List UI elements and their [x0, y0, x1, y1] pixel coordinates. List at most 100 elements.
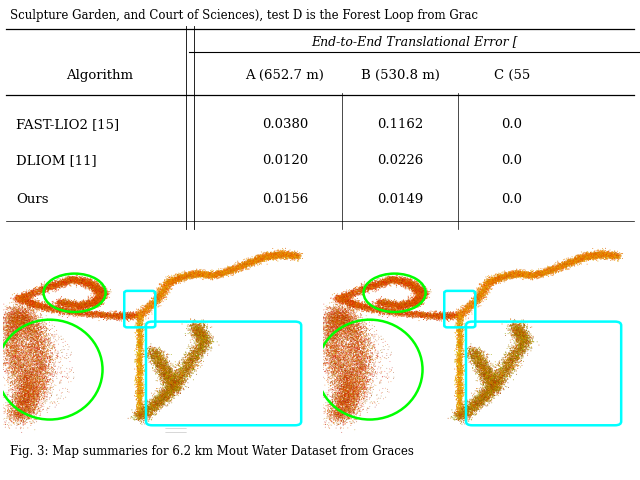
Point	[500, 276, 510, 284]
Point	[352, 301, 362, 309]
Point	[452, 408, 462, 415]
Point	[87, 300, 97, 308]
Point	[478, 288, 488, 295]
Point	[90, 278, 100, 286]
Point	[323, 340, 333, 348]
Point	[343, 391, 353, 398]
Point	[378, 300, 388, 307]
Point	[148, 300, 158, 307]
Point	[190, 271, 200, 278]
Point	[479, 396, 489, 403]
Point	[399, 310, 409, 318]
Point	[202, 339, 212, 347]
Point	[454, 312, 464, 319]
Point	[109, 310, 120, 318]
Point	[60, 302, 70, 310]
Point	[99, 293, 109, 301]
Point	[507, 273, 517, 281]
Point	[344, 380, 355, 388]
Point	[0, 336, 8, 344]
Point	[351, 384, 361, 391]
Point	[29, 300, 39, 308]
Point	[524, 339, 534, 347]
Point	[95, 288, 106, 295]
Point	[397, 300, 408, 308]
Point	[344, 398, 354, 406]
Point	[469, 358, 479, 365]
Point	[477, 369, 488, 377]
Point	[488, 376, 499, 384]
Point	[335, 315, 346, 323]
Point	[271, 253, 281, 261]
Point	[153, 348, 163, 356]
Point	[82, 278, 92, 286]
Point	[391, 276, 401, 284]
Point	[26, 369, 36, 376]
Point	[356, 381, 367, 388]
Point	[33, 298, 44, 306]
Point	[184, 271, 194, 279]
Point	[340, 384, 351, 391]
Point	[135, 329, 145, 337]
Point	[460, 353, 470, 360]
Point	[509, 357, 520, 364]
Point	[19, 386, 29, 394]
Point	[17, 411, 27, 419]
Point	[492, 271, 502, 278]
Point	[26, 328, 36, 336]
Point	[252, 257, 262, 264]
Point	[179, 374, 189, 382]
Point	[515, 326, 525, 334]
Point	[518, 324, 528, 332]
Point	[346, 407, 356, 414]
Point	[465, 348, 475, 356]
Point	[342, 306, 353, 314]
Point	[135, 401, 145, 408]
Point	[356, 366, 366, 373]
Point	[330, 388, 340, 396]
Point	[400, 278, 410, 286]
Point	[144, 351, 154, 359]
Point	[20, 373, 31, 381]
Point	[163, 393, 173, 401]
Point	[61, 298, 71, 305]
Point	[378, 361, 388, 369]
Point	[93, 298, 104, 306]
Point	[510, 330, 520, 337]
Point	[12, 346, 22, 354]
Point	[1, 326, 12, 334]
Point	[501, 364, 511, 372]
Point	[484, 278, 495, 286]
Point	[507, 268, 517, 276]
Point	[167, 382, 177, 389]
Point	[172, 274, 182, 281]
Point	[415, 312, 425, 320]
Point	[154, 355, 164, 363]
Point	[172, 381, 182, 389]
Point	[326, 344, 336, 352]
Point	[411, 296, 421, 303]
Point	[83, 276, 93, 283]
Point	[158, 372, 168, 379]
Point	[33, 291, 44, 299]
Point	[339, 333, 349, 341]
Point	[335, 393, 346, 401]
Point	[29, 313, 39, 321]
Point	[383, 276, 393, 283]
Point	[483, 376, 493, 384]
Point	[472, 364, 483, 372]
Point	[10, 312, 20, 320]
Point	[162, 375, 172, 383]
Point	[360, 329, 370, 336]
Point	[382, 300, 392, 308]
Point	[1, 355, 11, 362]
Point	[168, 376, 179, 384]
Point	[456, 359, 467, 367]
Point	[31, 337, 41, 345]
Point	[454, 359, 465, 367]
Point	[109, 309, 120, 317]
Point	[506, 326, 516, 334]
Point	[333, 409, 343, 417]
Point	[356, 356, 366, 363]
Point	[268, 252, 278, 260]
